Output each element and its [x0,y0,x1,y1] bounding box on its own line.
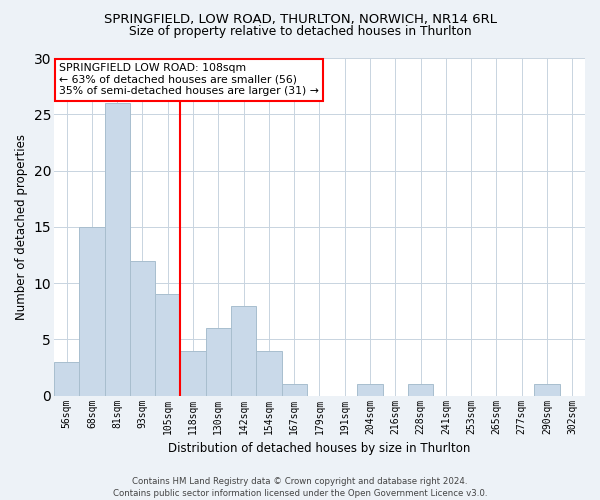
Bar [358,384,383,396]
X-axis label: Distribution of detached houses by size in Thurlton: Distribution of detached houses by size … [168,442,470,455]
Bar [535,384,560,396]
Bar [54,362,79,396]
Text: Contains HM Land Registry data © Crown copyright and database right 2024.
Contai: Contains HM Land Registry data © Crown c… [113,476,487,498]
Bar [104,103,130,396]
Y-axis label: Number of detached properties: Number of detached properties [15,134,28,320]
Bar [256,350,281,396]
Text: SPRINGFIELD LOW ROAD: 108sqm
← 63% of detached houses are smaller (56)
35% of se: SPRINGFIELD LOW ROAD: 108sqm ← 63% of de… [59,63,319,96]
Bar [130,260,155,396]
Bar [181,350,206,396]
Bar [206,328,231,396]
Bar [79,227,104,396]
Bar [281,384,307,396]
Text: Size of property relative to detached houses in Thurlton: Size of property relative to detached ho… [128,25,472,38]
Bar [155,294,181,396]
Bar [408,384,433,396]
Bar [231,306,256,396]
Text: SPRINGFIELD, LOW ROAD, THURLTON, NORWICH, NR14 6RL: SPRINGFIELD, LOW ROAD, THURLTON, NORWICH… [104,12,497,26]
